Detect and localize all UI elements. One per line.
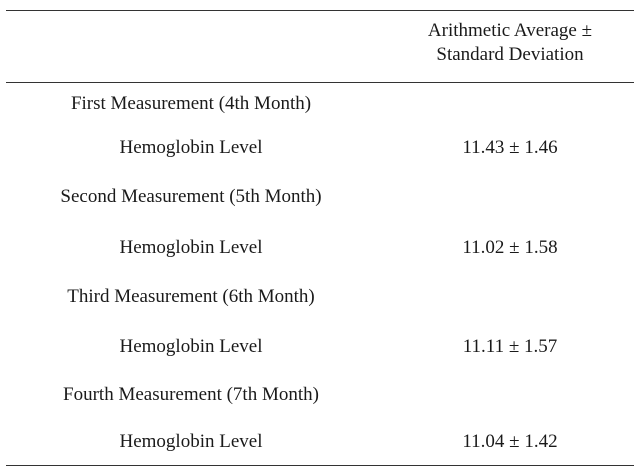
- data-table: Arithmetic Average ± Standard Deviation …: [6, 0, 634, 470]
- row-label-first: Hemoglobin Level: [119, 137, 263, 158]
- row-value-second: 11.02 ± 1.58: [462, 237, 558, 258]
- table-top-rule: [6, 10, 634, 11]
- group-label-second: Second Measurement (5th Month): [60, 186, 322, 207]
- row-label-third: Hemoglobin Level: [119, 336, 263, 357]
- table-bottom-rule: [6, 465, 634, 466]
- row-value-third: 11.11 ± 1.57: [462, 336, 558, 357]
- table-header-rule: [6, 82, 634, 83]
- group-label-first: First Measurement (4th Month): [70, 93, 312, 114]
- group-label-third: Third Measurement (6th Month): [67, 286, 315, 307]
- row-value-first: 11.43 ± 1.46: [462, 137, 558, 158]
- row-label-fourth: Hemoglobin Level: [119, 431, 263, 452]
- group-label-fourth: Fourth Measurement (7th Month): [63, 384, 319, 405]
- row-value-fourth: 11.04 ± 1.42: [462, 431, 558, 452]
- column-header-line-1: Arithmetic Average ±: [427, 20, 593, 41]
- row-label-second: Hemoglobin Level: [119, 237, 263, 258]
- column-header-line-2: Standard Deviation: [436, 44, 584, 65]
